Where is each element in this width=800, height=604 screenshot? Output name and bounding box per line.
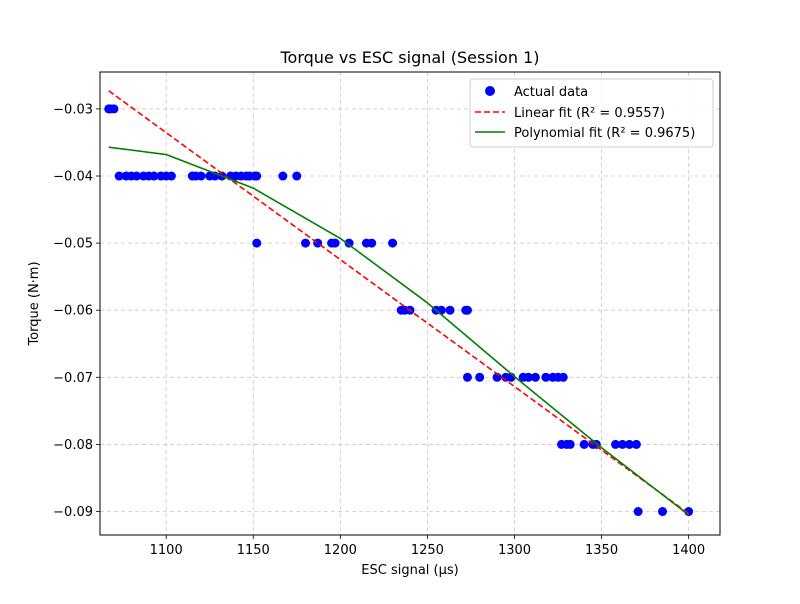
data-point [633, 507, 643, 517]
x-tick-label: 1100 [150, 543, 183, 558]
y-tick-label: −0.06 [53, 304, 93, 319]
legend-label-linear-fit: Linear fit (R² = 0.9557) [514, 106, 665, 121]
tick-layer: 1100 1150 1200 1250 1300 1350 1400 −0.09 −0.08 −0… [53, 102, 705, 558]
data-point [109, 104, 119, 114]
data-point [301, 238, 311, 248]
data-point [292, 171, 302, 181]
x-tick-label: 1250 [411, 543, 444, 558]
legend-label-actual-data: Actual data [514, 85, 588, 100]
data-point [344, 238, 354, 248]
legend-box [469, 78, 714, 148]
data-point [330, 238, 340, 248]
y-tick-label: −0.04 [53, 170, 93, 185]
data-point [579, 439, 589, 449]
x-tick-label: 1400 [672, 543, 705, 558]
legend: Actual data Linear fit (R² = 0.9557) Pol… [469, 78, 714, 148]
data-point [475, 372, 485, 382]
y-tick-label: −0.09 [53, 505, 93, 520]
y-tick-label: −0.03 [53, 102, 93, 117]
data-point [462, 372, 472, 382]
plot-frame [99, 71, 721, 536]
data-point [252, 238, 262, 248]
data-point [367, 238, 377, 248]
data-point [436, 305, 446, 315]
data-point [462, 305, 472, 315]
data-point [445, 305, 455, 315]
x-tick-label: 1350 [585, 543, 618, 558]
data-point [565, 439, 575, 449]
data-point [132, 171, 142, 181]
data-point [149, 171, 159, 181]
data-point [530, 372, 540, 382]
data-point [631, 439, 641, 449]
data-point [166, 171, 176, 181]
data-point [492, 372, 502, 382]
y-tick-label: −0.07 [53, 371, 93, 386]
x-tick-label: 1200 [324, 543, 357, 558]
x-axis-label: ESC signal (µs) [361, 563, 458, 578]
data-point [196, 171, 206, 181]
data-point [558, 372, 568, 382]
legend-marker-actual-data [485, 86, 495, 96]
data-point [541, 372, 551, 382]
data-point [523, 372, 533, 382]
data-point [114, 171, 124, 181]
x-tick-label: 1300 [498, 543, 531, 558]
legend-label-polynomial-fit: Polynomial fit (R² = 0.9675) [514, 126, 695, 141]
x-tick-label: 1150 [237, 543, 270, 558]
y-axis-label: Torque (N·m) [27, 261, 42, 346]
data-point [611, 439, 621, 449]
data-point [388, 238, 398, 248]
data-point [658, 507, 668, 517]
y-tick-label: −0.08 [53, 438, 93, 453]
chart-title: Torque vs ESC signal (Session 1) [280, 48, 540, 67]
data-point [624, 439, 634, 449]
y-tick-label: −0.05 [53, 237, 93, 252]
data-point [278, 171, 288, 181]
data-point [252, 171, 262, 181]
series-layer [104, 90, 694, 517]
linear-fit-line [108, 90, 690, 515]
data-point [617, 439, 627, 449]
polynomial-fit-line [108, 146, 690, 516]
